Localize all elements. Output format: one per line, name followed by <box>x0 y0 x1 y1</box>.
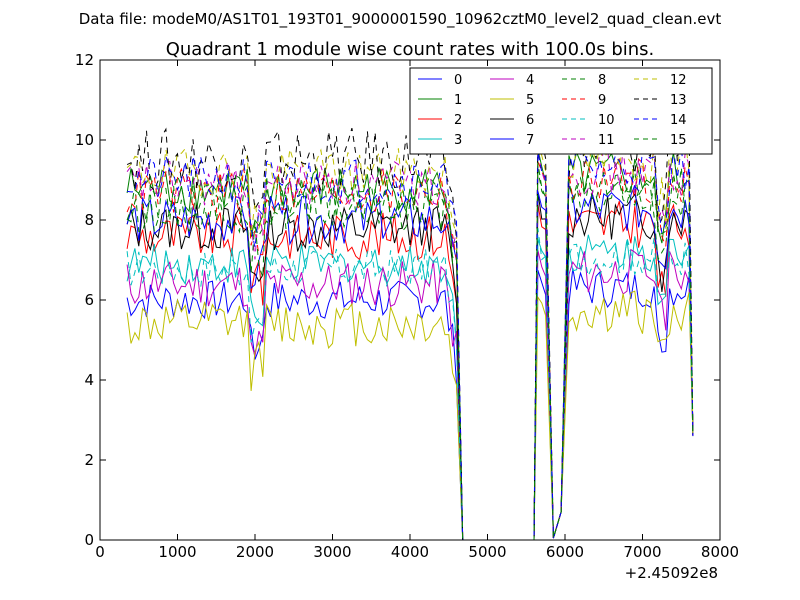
legend-label-15: 15 <box>670 133 687 148</box>
series-line-5 <box>126 290 694 541</box>
series-line-6 <box>126 192 694 541</box>
x-tick-label: 0 <box>95 543 105 561</box>
legend-box <box>409 67 713 155</box>
series-line-4 <box>126 248 694 541</box>
legend-label-3: 3 <box>454 133 462 148</box>
x-tick-label: 1000 <box>158 543 196 561</box>
series-line-8 <box>126 170 694 541</box>
series-line-10 <box>126 228 694 541</box>
y-tick-label: 2 <box>84 451 94 469</box>
legend-label-11: 11 <box>598 133 615 148</box>
series-line-3 <box>126 234 694 541</box>
legend-label-12: 12 <box>670 73 687 88</box>
legend-label-9: 9 <box>598 93 606 108</box>
series-line-7 <box>126 185 694 541</box>
y-tick-label: 6 <box>84 291 94 309</box>
x-axis: 0 1000 2000 3000 4000 5000 6000 7000 8000 <box>95 60 739 561</box>
series-line-13 <box>126 115 694 541</box>
y-tick-label: 0 <box>84 531 94 549</box>
x-tick-label: 6000 <box>546 543 584 561</box>
series-line-9 <box>126 158 694 541</box>
series-line-15 <box>126 163 694 541</box>
legend-label-8: 8 <box>598 73 606 88</box>
series-line-1 <box>126 149 694 541</box>
x-offset-label: +2.45092e8 <box>625 564 718 582</box>
legend-label-5: 5 <box>526 93 534 108</box>
plot-area <box>126 115 694 541</box>
legend-label-7: 7 <box>526 133 534 148</box>
legend-label-6: 6 <box>526 113 534 128</box>
y-tick-label: 12 <box>75 51 94 69</box>
x-tick-label: 3000 <box>313 543 351 561</box>
x-tick-label: 4000 <box>391 543 429 561</box>
legend-label-0: 0 <box>454 73 462 88</box>
page-title: Data file: modeM0/AS1T01_193T01_90000015… <box>79 10 722 29</box>
x-tick-label: 5000 <box>468 543 506 561</box>
chart-title: Quadrant 1 module wise count rates with … <box>166 39 655 60</box>
x-tick-label: 2000 <box>236 543 274 561</box>
series-line-0 <box>126 268 694 541</box>
y-tick-label: 10 <box>75 131 94 149</box>
legend-label-13: 13 <box>670 93 687 108</box>
x-tick-label: 7000 <box>623 543 661 561</box>
legend-label-2: 2 <box>454 113 462 128</box>
x-tick-label: 8000 <box>701 543 739 561</box>
y-tick-label: 8 <box>84 211 94 229</box>
y-tick-label: 4 <box>84 371 94 389</box>
series-line-11 <box>126 148 694 541</box>
legend-label-1: 1 <box>454 93 462 108</box>
series-line-14 <box>127 146 694 541</box>
legend-label-10: 10 <box>598 113 615 128</box>
legend-label-4: 4 <box>526 73 534 88</box>
legend-label-14: 14 <box>670 113 687 128</box>
